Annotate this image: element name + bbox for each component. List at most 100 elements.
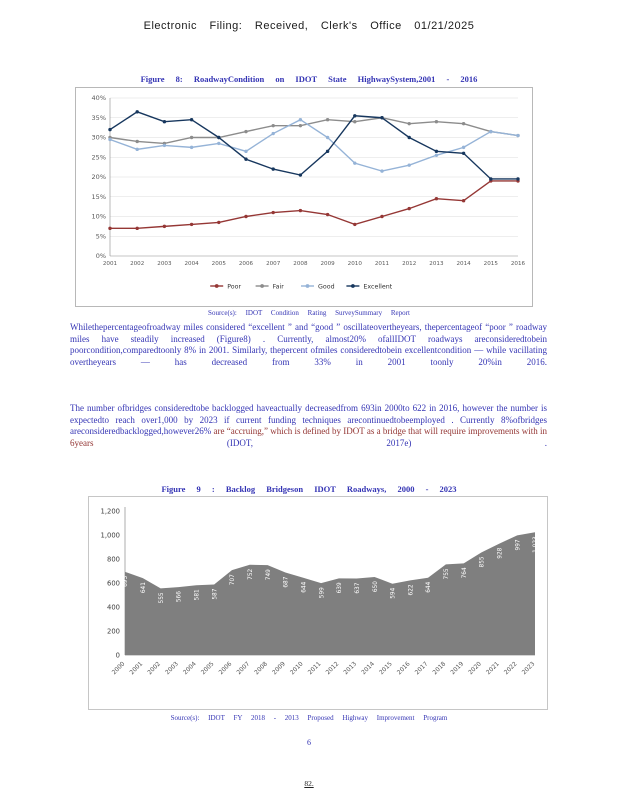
svg-text:555: 555 — [159, 592, 165, 603]
paragraph-bridges-main: The number ofbridges consideredtobe back… — [70, 403, 547, 437]
svg-text:15%: 15% — [92, 193, 106, 201]
svg-text:599: 599 — [319, 587, 325, 598]
svg-text:639: 639 — [337, 582, 343, 593]
svg-text:2012: 2012 — [402, 261, 416, 267]
page-number: 6 — [307, 738, 311, 747]
paragraph-bridges-citation: (IDOT, 2017e) . — [226, 437, 547, 448]
svg-text:2012: 2012 — [325, 660, 341, 676]
svg-text:2008: 2008 — [293, 261, 308, 267]
paragraph-bridges-accruing: are “accruing,” which is defined by IDOT… — [70, 426, 548, 448]
svg-text:10%: 10% — [92, 213, 106, 221]
svg-text:2001: 2001 — [103, 261, 118, 267]
svg-text:40%: 40% — [92, 94, 106, 102]
figure9-source: Source(s): IDOT FY 2018 - 2013 Proposed … — [170, 714, 448, 722]
figure9-chart-box: 0 200 400 600 800 1,000 1,200 693 641 555 566 581 58… — [88, 496, 548, 710]
svg-text:2009: 2009 — [271, 660, 287, 676]
svg-text:637: 637 — [355, 582, 361, 593]
svg-text:20%: 20% — [92, 173, 106, 181]
svg-text:1,023: 1,023 — [533, 536, 539, 553]
figure8-caption: Figure 8: RoadwayCondition on IDOT State… — [140, 74, 478, 84]
svg-text:755: 755 — [444, 568, 450, 579]
svg-text:800: 800 — [107, 555, 120, 563]
svg-text:1,000: 1,000 — [101, 531, 120, 539]
svg-text:752: 752 — [248, 568, 254, 579]
figure8-source: Source(s): IDOT Condition Rating SurveyS… — [208, 309, 410, 317]
svg-text:2013: 2013 — [342, 660, 358, 676]
svg-text:Good: Good — [318, 283, 335, 290]
svg-text:650: 650 — [373, 581, 379, 592]
svg-text:2004: 2004 — [184, 261, 199, 267]
svg-text:855: 855 — [480, 556, 486, 567]
svg-text:2016: 2016 — [396, 660, 412, 676]
svg-text:594: 594 — [391, 587, 397, 598]
svg-text:2016: 2016 — [511, 261, 526, 267]
filing-header: Electronic Filing: Received, Clerk's Off… — [143, 20, 475, 32]
svg-text:Poor: Poor — [227, 283, 241, 290]
svg-text:2000: 2000 — [111, 660, 127, 676]
svg-text:2015: 2015 — [484, 261, 499, 267]
figure9-caption: Figure 9 : Backlog Bridgeson IDOT Roadwa… — [161, 484, 457, 494]
svg-text:749: 749 — [266, 569, 272, 580]
svg-text:2017: 2017 — [414, 660, 430, 676]
svg-text:2021: 2021 — [485, 660, 501, 676]
svg-text:2007: 2007 — [266, 261, 281, 267]
svg-text:Fair: Fair — [273, 283, 285, 290]
svg-text:2010: 2010 — [348, 261, 363, 267]
svg-text:25%: 25% — [92, 153, 106, 161]
svg-text:928: 928 — [498, 547, 504, 558]
svg-text:30%: 30% — [92, 134, 106, 142]
svg-text:622: 622 — [408, 584, 414, 595]
svg-text:764: 764 — [462, 567, 468, 578]
svg-text:2006: 2006 — [239, 261, 254, 267]
paragraph-roadway-condition: Whilethepercentageofroadway miles consid… — [70, 322, 547, 367]
svg-text:2023: 2023 — [521, 660, 537, 676]
svg-text:2020: 2020 — [467, 660, 483, 676]
svg-text:566: 566 — [177, 591, 183, 602]
backlog-bridges-area-chart: 0 200 400 600 800 1,000 1,200 693 641 555 566 581 58… — [101, 507, 539, 676]
svg-text:35%: 35% — [92, 114, 106, 122]
svg-text:2010: 2010 — [289, 660, 305, 676]
svg-text:2004: 2004 — [182, 660, 198, 676]
svg-text:707: 707 — [230, 574, 236, 585]
paragraph-backlog-bridges: The number ofbridges consideredtobe back… — [70, 403, 547, 449]
svg-text:2001: 2001 — [128, 660, 144, 676]
svg-text:2007: 2007 — [235, 660, 251, 676]
svg-text:2018: 2018 — [432, 660, 448, 676]
svg-text:2009: 2009 — [320, 261, 335, 267]
svg-text:641: 641 — [141, 582, 147, 593]
roadway-condition-line-chart: 0% 5% 10% 15% 20% 25% 30% 35% 40% 2001 2002 2003 200… — [92, 94, 526, 290]
svg-text:400: 400 — [107, 603, 120, 611]
svg-text:2003: 2003 — [164, 660, 180, 676]
svg-text:2005: 2005 — [200, 660, 216, 676]
svg-text:2003: 2003 — [157, 261, 172, 267]
stamp-number: 82. — [304, 779, 314, 788]
svg-text:587: 587 — [212, 588, 218, 599]
svg-text:2015: 2015 — [378, 660, 394, 676]
svg-text:5%: 5% — [96, 232, 106, 240]
svg-text:2005: 2005 — [212, 261, 227, 267]
svg-text:2006: 2006 — [218, 660, 234, 676]
svg-text:2002: 2002 — [146, 660, 162, 676]
svg-text:2011: 2011 — [307, 660, 323, 676]
svg-text:644: 644 — [426, 581, 432, 592]
svg-text:0: 0 — [116, 651, 120, 659]
svg-text:2022: 2022 — [503, 660, 519, 676]
svg-text:2014: 2014 — [360, 660, 376, 676]
svg-text:997: 997 — [515, 539, 521, 550]
svg-text:2019: 2019 — [449, 660, 465, 676]
svg-text:600: 600 — [107, 579, 120, 587]
svg-text:Excellent: Excellent — [363, 283, 392, 290]
svg-text:2013: 2013 — [429, 261, 444, 267]
svg-text:2008: 2008 — [253, 660, 269, 676]
svg-text:200: 200 — [107, 627, 120, 635]
svg-text:2011: 2011 — [375, 261, 390, 267]
svg-text:2014: 2014 — [456, 261, 471, 267]
svg-text:0%: 0% — [96, 252, 106, 260]
svg-text:644: 644 — [301, 581, 307, 592]
svg-text:1,200: 1,200 — [101, 507, 120, 515]
svg-text:687: 687 — [284, 576, 290, 587]
svg-text:2002: 2002 — [130, 261, 144, 267]
svg-text:693: 693 — [123, 576, 129, 587]
figure8-chart-box: 0% 5% 10% 15% 20% 25% 30% 35% 40% 2001 2002 2003 200… — [75, 87, 533, 307]
